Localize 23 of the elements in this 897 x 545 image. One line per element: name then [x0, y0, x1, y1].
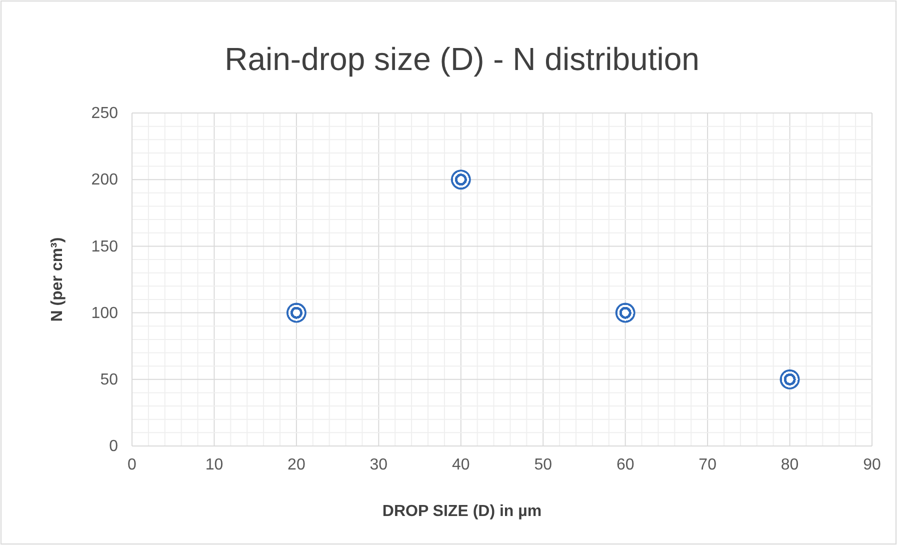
- point: [615, 302, 636, 323]
- x-tick-label: 20: [288, 456, 306, 474]
- x-axis-title: DROP SIZE (D) in µm: [382, 503, 542, 520]
- y-axis-title: N (per cm³): [49, 237, 66, 322]
- x-tick-label: 60: [616, 456, 634, 474]
- y-tick-label: 0: [109, 438, 118, 456]
- y-tick-label: 150: [91, 238, 118, 256]
- point: [450, 170, 471, 190]
- point: [780, 369, 800, 390]
- x-tick-label: 90: [863, 456, 881, 474]
- x-tick-label: 10: [205, 456, 224, 474]
- y-tick-label: 200: [91, 172, 118, 189]
- x-tick-label: 40: [452, 456, 470, 474]
- chart-title: Rain-drop size (D) - N distribution: [224, 41, 700, 77]
- y-tick-label: 100: [91, 304, 118, 322]
- x-tick-label: 30: [370, 456, 388, 474]
- x-tick-label: 80: [780, 456, 799, 474]
- x-tick-label: 50: [534, 456, 552, 474]
- point: [286, 302, 306, 323]
- y-tick-label: 50: [100, 372, 118, 389]
- y-tick-label: 250: [91, 105, 118, 122]
- x-tick-label: 0: [128, 456, 137, 474]
- x-tick-label: 70: [698, 456, 717, 474]
